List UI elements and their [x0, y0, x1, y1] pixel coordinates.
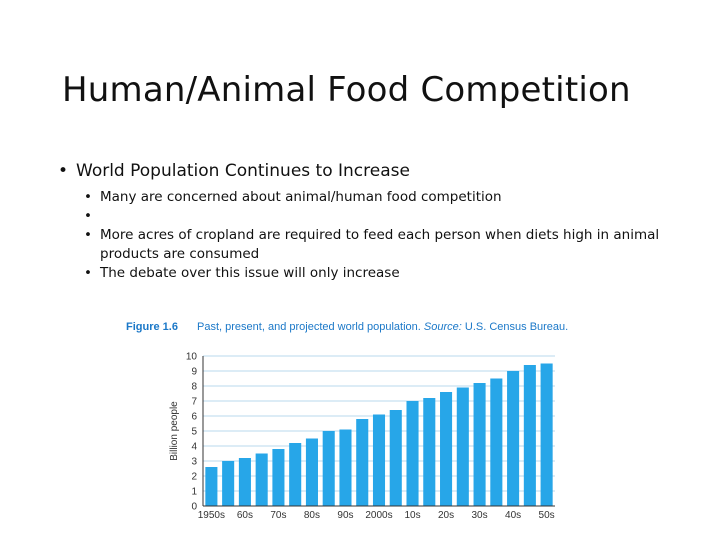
sub-bullet-2 — [84, 207, 698, 226]
sub-bullet-3: More acres of cropland are required to f… — [84, 226, 698, 264]
figure-caption: Figure 1.6 Past, present, and projected … — [126, 321, 568, 333]
chart-bar — [356, 419, 369, 506]
figure-source: U.S. Census Bureau. — [464, 321, 569, 333]
x-tick-label: 80s — [304, 510, 320, 521]
chart-bar — [339, 429, 352, 506]
sub-bullet-1: Many are concerned about animal/human fo… — [84, 188, 698, 207]
x-tick-label: 60s — [237, 510, 253, 521]
slide-title: Human/Animal Food Competition — [62, 70, 631, 110]
population-chart: 0 1 2 3 4 5 6 7 8 9 10 1950s 60s 70s 80s 90s 2000s 10s 20s… — [169, 352, 555, 521]
x-tick-label: 30s — [472, 510, 488, 521]
chart-bar — [473, 383, 486, 506]
chart-bar — [406, 401, 419, 506]
chart-bar — [440, 392, 453, 506]
bullet-list: World Population Continues to Increase M… — [58, 160, 698, 283]
y-tick-label: 6 — [191, 412, 197, 423]
x-tick-label: 20s — [438, 510, 454, 521]
figure-number: Figure 1.6 — [126, 321, 178, 333]
x-tick-label: 90s — [337, 510, 353, 521]
x-tick-label: 50s — [539, 510, 555, 521]
y-tick-label: 7 — [191, 397, 197, 408]
y-tick-label: 2 — [191, 472, 197, 483]
main-bullet: World Population Continues to Increase — [58, 160, 698, 182]
x-tick-label: 1950s — [198, 510, 225, 521]
chart-bar — [205, 467, 218, 506]
chart-bar — [255, 453, 268, 506]
x-tick-label: 40s — [505, 510, 521, 521]
x-tick-label: 70s — [270, 510, 286, 521]
y-axis-label: Billion people — [169, 401, 180, 461]
chart-bar — [540, 363, 553, 506]
chart-bar — [372, 414, 386, 506]
chart-bar — [456, 387, 469, 506]
x-tick-label: 10s — [404, 510, 420, 521]
y-tick-label: 10 — [186, 352, 198, 363]
sub-bullet-4: The debate over this issue will only inc… — [84, 264, 698, 283]
chart-bar — [222, 461, 235, 506]
chart-bar — [523, 365, 536, 506]
y-tick-label: 1 — [191, 487, 197, 498]
x-tick-label: 2000s — [365, 510, 392, 521]
chart-bar — [322, 431, 335, 506]
chart-bar — [389, 410, 402, 506]
chart-bar — [289, 443, 302, 506]
y-tick-label: 4 — [191, 442, 197, 453]
y-tick-label: 9 — [191, 367, 197, 378]
chart-bar — [490, 378, 503, 506]
y-tick-label: 8 — [191, 382, 197, 393]
y-tick-label: 0 — [191, 502, 197, 513]
chart-bar — [238, 458, 251, 506]
axis-layer: 0 1 2 3 4 5 6 7 8 9 10 1950s 60s 70s 80s 90s 2000s 10s 20s… — [186, 352, 555, 521]
figure-source-label: Source: — [423, 321, 462, 333]
sub-bullet-list: Many are concerned about animal/human fo… — [58, 188, 698, 283]
y-tick-label: 5 — [191, 427, 197, 438]
chart-bar — [423, 398, 436, 506]
y-tick-label: 3 — [191, 457, 197, 468]
chart-bar — [507, 371, 520, 506]
bars-layer — [205, 363, 553, 506]
figure-caption-text: Past, present, and projected world popul… — [197, 321, 421, 333]
chart-bar — [305, 438, 318, 506]
chart-bar — [272, 449, 285, 506]
